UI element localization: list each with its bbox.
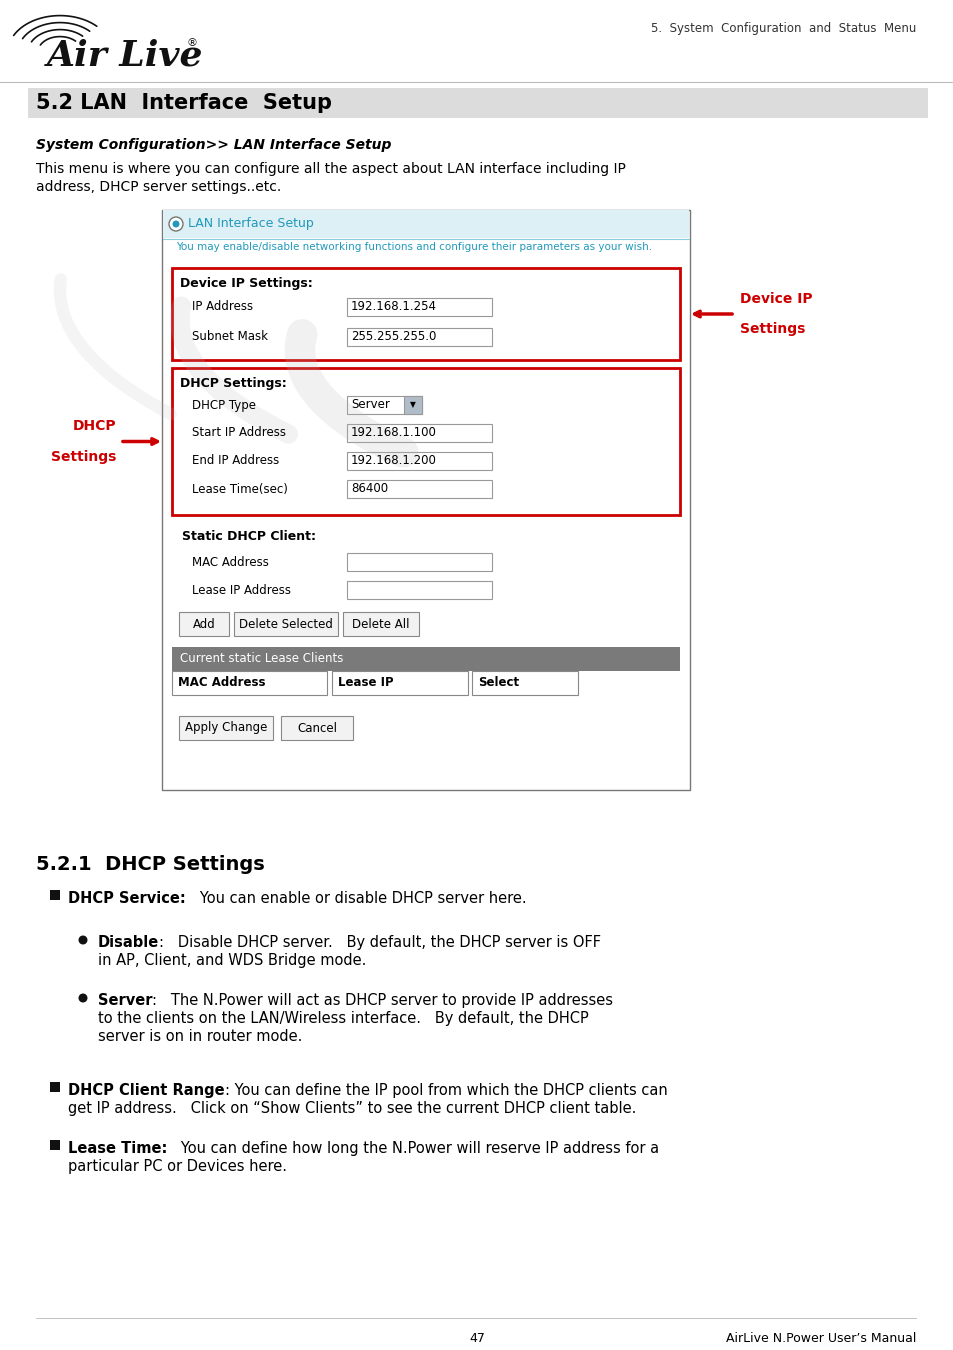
Text: Delete All: Delete All: [352, 617, 410, 630]
Text: Settings: Settings: [51, 450, 116, 463]
Bar: [347, 424, 492, 441]
Bar: [472, 671, 578, 695]
Bar: [347, 328, 492, 346]
FancyBboxPatch shape: [233, 612, 337, 636]
Bar: [172, 671, 327, 695]
FancyBboxPatch shape: [343, 612, 418, 636]
Bar: [347, 298, 492, 316]
Bar: [172, 269, 679, 360]
Text: Server: Server: [351, 398, 390, 412]
Text: AirLive N.Power User’s Manual: AirLive N.Power User’s Manual: [725, 1332, 915, 1345]
Bar: [172, 647, 679, 671]
Text: You may enable/disable networking functions and configure their parameters as yo: You may enable/disable networking functi…: [175, 242, 652, 252]
Bar: [50, 1081, 60, 1092]
Text: Device IP Settings:: Device IP Settings:: [180, 278, 313, 290]
Bar: [162, 211, 689, 790]
Bar: [403, 396, 421, 414]
Text: DHCP Client Range: DHCP Client Range: [68, 1083, 224, 1098]
Circle shape: [169, 217, 183, 231]
Text: particular PC or Devices here.: particular PC or Devices here.: [68, 1160, 287, 1174]
Text: Start IP Address: Start IP Address: [192, 427, 286, 440]
Text: Disable: Disable: [98, 936, 159, 950]
Text: Settings: Settings: [740, 323, 804, 336]
Text: Air Live: Air Live: [47, 38, 203, 72]
FancyBboxPatch shape: [281, 716, 353, 740]
Text: End IP Address: End IP Address: [192, 455, 279, 467]
Text: Lease IP: Lease IP: [337, 676, 394, 690]
Text: in AP, Client, and WDS Bridge mode.: in AP, Client, and WDS Bridge mode.: [98, 953, 366, 968]
Bar: [172, 369, 679, 514]
Text: 86400: 86400: [351, 482, 388, 495]
Bar: [28, 88, 927, 117]
Text: Static DHCP Client:: Static DHCP Client:: [182, 531, 315, 544]
FancyBboxPatch shape: [179, 716, 273, 740]
Text: ▼: ▼: [410, 401, 416, 409]
Text: MAC Address: MAC Address: [192, 555, 269, 568]
Text: Apply Change: Apply Change: [185, 721, 267, 734]
Text: DHCP Settings:: DHCP Settings:: [180, 378, 287, 390]
Circle shape: [172, 220, 179, 228]
Circle shape: [78, 994, 88, 1003]
Text: :   The N.Power will act as DHCP server to provide IP addresses: : The N.Power will act as DHCP server to…: [152, 994, 613, 1008]
Text: 192.168.1.100: 192.168.1.100: [351, 427, 436, 440]
Text: Select: Select: [477, 676, 518, 690]
Text: Lease Time:: Lease Time:: [68, 1141, 167, 1156]
Text: Lease IP Address: Lease IP Address: [192, 583, 291, 597]
Text: MAC Address: MAC Address: [178, 676, 265, 690]
Text: DHCP Service:: DHCP Service:: [68, 891, 186, 906]
Text: 255.255.255.0: 255.255.255.0: [351, 331, 436, 343]
Text: 5.  System  Configuration  and  Status  Menu: 5. System Configuration and Status Menu: [650, 22, 915, 35]
Bar: [347, 580, 492, 599]
Text: DHCP: DHCP: [72, 420, 116, 433]
Bar: [50, 1139, 60, 1150]
Bar: [347, 396, 421, 414]
Text: 47: 47: [469, 1332, 484, 1345]
Text: DHCP Type: DHCP Type: [192, 398, 255, 412]
Text: Subnet Mask: Subnet Mask: [192, 331, 268, 343]
Text: You can enable or disable DHCP server here.: You can enable or disable DHCP server he…: [186, 891, 526, 906]
Text: 192.168.1.200: 192.168.1.200: [351, 455, 436, 467]
Text: ®: ®: [187, 38, 198, 49]
Text: Lease Time(sec): Lease Time(sec): [192, 482, 288, 495]
Text: get IP address.   Click on “Show Clients” to see the current DHCP client table.: get IP address. Click on “Show Clients” …: [68, 1102, 636, 1116]
Text: 5.2 LAN  Interface  Setup: 5.2 LAN Interface Setup: [36, 93, 332, 113]
Text: Cancel: Cancel: [296, 721, 336, 734]
Text: 5.2.1  DHCP Settings: 5.2.1 DHCP Settings: [36, 855, 265, 873]
FancyBboxPatch shape: [179, 612, 229, 636]
Text: :   Disable DHCP server.   By default, the DHCP server is OFF: : Disable DHCP server. By default, the D…: [159, 936, 600, 950]
Bar: [332, 671, 468, 695]
Text: Device IP: Device IP: [740, 292, 812, 306]
Text: LAN Interface Setup: LAN Interface Setup: [188, 217, 314, 231]
Text: address, DHCP server settings..etc.: address, DHCP server settings..etc.: [36, 180, 281, 194]
Circle shape: [78, 936, 88, 945]
Bar: [163, 211, 688, 238]
Text: Delete Selected: Delete Selected: [239, 617, 333, 630]
Bar: [347, 452, 492, 470]
Text: to the clients on the LAN/Wireless interface.   By default, the DHCP: to the clients on the LAN/Wireless inter…: [98, 1011, 588, 1026]
Text: IP Address: IP Address: [192, 301, 253, 313]
Text: 192.168.1.254: 192.168.1.254: [351, 301, 436, 313]
Text: Current static Lease Clients: Current static Lease Clients: [180, 652, 343, 666]
Bar: [50, 890, 60, 900]
Text: Server: Server: [98, 994, 152, 1008]
Bar: [347, 554, 492, 571]
Text: server is on in router mode.: server is on in router mode.: [98, 1029, 302, 1044]
Text: : You can define the IP pool from which the DHCP clients can: : You can define the IP pool from which …: [224, 1083, 667, 1098]
Text: You can define how long the N.Power will reserve IP address for a: You can define how long the N.Power will…: [167, 1141, 659, 1156]
Bar: [347, 481, 492, 498]
Text: Add: Add: [193, 617, 215, 630]
Text: System Configuration>> LAN Interface Setup: System Configuration>> LAN Interface Set…: [36, 138, 391, 153]
Text: This menu is where you can configure all the aspect about LAN interface includin: This menu is where you can configure all…: [36, 162, 625, 176]
